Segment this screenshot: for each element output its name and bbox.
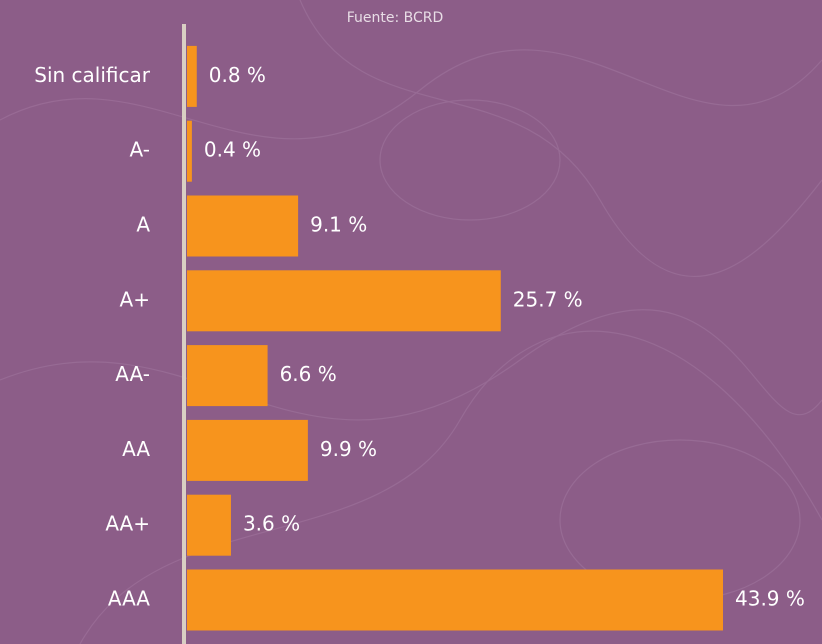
bar [187, 494, 231, 556]
bar [187, 345, 268, 407]
value-label: 25.7 % [513, 287, 583, 311]
bar [187, 45, 197, 107]
texture-line [299, 0, 822, 278]
category-label: A+ [120, 287, 150, 311]
category-label: A [136, 213, 150, 237]
value-label: 43.9 % [735, 587, 805, 611]
bar [187, 120, 192, 182]
bar [187, 270, 501, 332]
bar [187, 419, 308, 481]
value-label: 0.4 % [204, 138, 261, 162]
texture-line [0, 309, 822, 421]
bar [187, 195, 299, 257]
bar [187, 569, 723, 631]
value-label: 9.9 % [320, 437, 377, 461]
category-label: A- [130, 138, 150, 162]
source: Fuente: BCRD [347, 10, 444, 26]
category-label: AA+ [105, 512, 150, 536]
value-label: 6.6 % [280, 362, 337, 386]
texture-loop [379, 99, 561, 221]
texture-line [0, 49, 822, 140]
category-label: Sin calificar [34, 63, 151, 87]
value-label: 9.1 % [310, 213, 367, 237]
category-label: AA- [115, 362, 150, 386]
category-label: AAA [108, 587, 150, 611]
value-label: 3.6 % [243, 512, 300, 536]
value-label: 0.8 % [209, 63, 266, 87]
category-label: AA [122, 437, 150, 461]
